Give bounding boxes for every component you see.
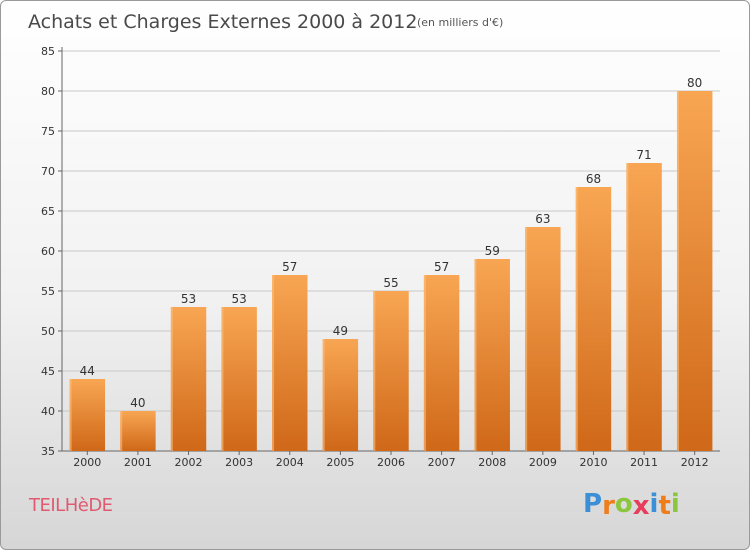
y-tick-label: 80 bbox=[41, 85, 55, 98]
x-tick-label: 2000 bbox=[73, 456, 101, 469]
y-tick-label: 85 bbox=[41, 45, 55, 58]
logo-letter: o bbox=[614, 489, 633, 519]
data-label: 59 bbox=[485, 244, 500, 258]
x-tick-label: 2011 bbox=[630, 456, 658, 469]
x-tick-label: 2007 bbox=[428, 456, 456, 469]
bar-highlight bbox=[676, 91, 679, 451]
bar-highlight bbox=[423, 275, 426, 451]
bar-highlight bbox=[272, 275, 275, 451]
y-tick-label: 75 bbox=[41, 125, 55, 138]
bar bbox=[626, 163, 662, 451]
x-tick-label: 2006 bbox=[377, 456, 405, 469]
y-tick-label: 35 bbox=[41, 445, 55, 458]
bar bbox=[525, 227, 561, 451]
data-label: 57 bbox=[282, 260, 297, 274]
y-tick-label: 55 bbox=[41, 285, 55, 298]
proxiti-logo: Proxiti bbox=[583, 489, 680, 521]
bar-highlight bbox=[322, 339, 325, 451]
y-tick-label: 45 bbox=[41, 365, 55, 378]
bar-highlight bbox=[170, 307, 173, 451]
x-tick-label: 2003 bbox=[225, 456, 253, 469]
data-label: 40 bbox=[130, 396, 145, 410]
x-tick-label: 2002 bbox=[175, 456, 203, 469]
bar bbox=[272, 275, 308, 451]
data-label: 68 bbox=[586, 172, 601, 186]
logo-letter: t bbox=[658, 491, 671, 521]
bar-highlight bbox=[373, 291, 376, 451]
x-tick-label: 2008 bbox=[478, 456, 506, 469]
bar bbox=[69, 379, 106, 451]
x-tick-label: 2005 bbox=[326, 456, 354, 469]
chart-subtitle: (en milliers d'€) bbox=[417, 16, 503, 29]
x-tick-label: 2010 bbox=[579, 456, 607, 469]
bar bbox=[423, 275, 460, 451]
bar-highlight bbox=[525, 227, 528, 451]
bars bbox=[69, 91, 713, 451]
y-tick-label: 65 bbox=[41, 205, 55, 218]
bar-highlight bbox=[474, 259, 477, 451]
x-tick-label: 2001 bbox=[124, 456, 152, 469]
bar bbox=[120, 411, 156, 451]
bar bbox=[170, 307, 207, 451]
y-tick-label: 60 bbox=[41, 245, 55, 258]
logo-letter: P bbox=[583, 489, 603, 519]
bar-highlight bbox=[120, 411, 123, 451]
data-label: 53 bbox=[181, 292, 196, 306]
bar-highlight bbox=[221, 307, 224, 451]
data-labels: 44 40 53 53 57 49 55 57 59 63 68 71 80 bbox=[80, 76, 703, 410]
chart-title: Achats et Charges Externes 2000 à 2012 bbox=[28, 11, 417, 33]
logo-letter: x bbox=[632, 491, 650, 521]
data-label: 71 bbox=[636, 148, 651, 162]
data-label: 44 bbox=[80, 364, 95, 378]
x-tick-label: 2004 bbox=[276, 456, 304, 469]
bar-highlight bbox=[575, 187, 578, 451]
y-tick-label: 70 bbox=[41, 165, 55, 178]
y-tick-label: 50 bbox=[41, 325, 55, 338]
bar-highlight bbox=[69, 379, 72, 451]
x-tick-label: 2009 bbox=[529, 456, 557, 469]
bar bbox=[221, 307, 257, 451]
y-tick-label: 40 bbox=[41, 405, 55, 418]
data-label: 80 bbox=[687, 76, 702, 90]
data-label: 53 bbox=[232, 292, 247, 306]
data-label: 55 bbox=[383, 276, 398, 290]
logo-letter: i bbox=[649, 489, 659, 519]
logo-letter: r bbox=[602, 491, 615, 521]
data-label: 63 bbox=[535, 212, 550, 226]
bar bbox=[322, 339, 359, 451]
commune-name: TEILHèDE bbox=[29, 495, 113, 516]
bar bbox=[676, 91, 713, 451]
bar bbox=[575, 187, 612, 451]
bar-highlight bbox=[626, 163, 629, 451]
x-tick-label: 2012 bbox=[681, 456, 709, 469]
data-label: 49 bbox=[333, 324, 348, 338]
data-label: 57 bbox=[434, 260, 449, 274]
logo-letter: i bbox=[670, 489, 680, 519]
bar bbox=[474, 259, 510, 451]
bar bbox=[373, 291, 409, 451]
